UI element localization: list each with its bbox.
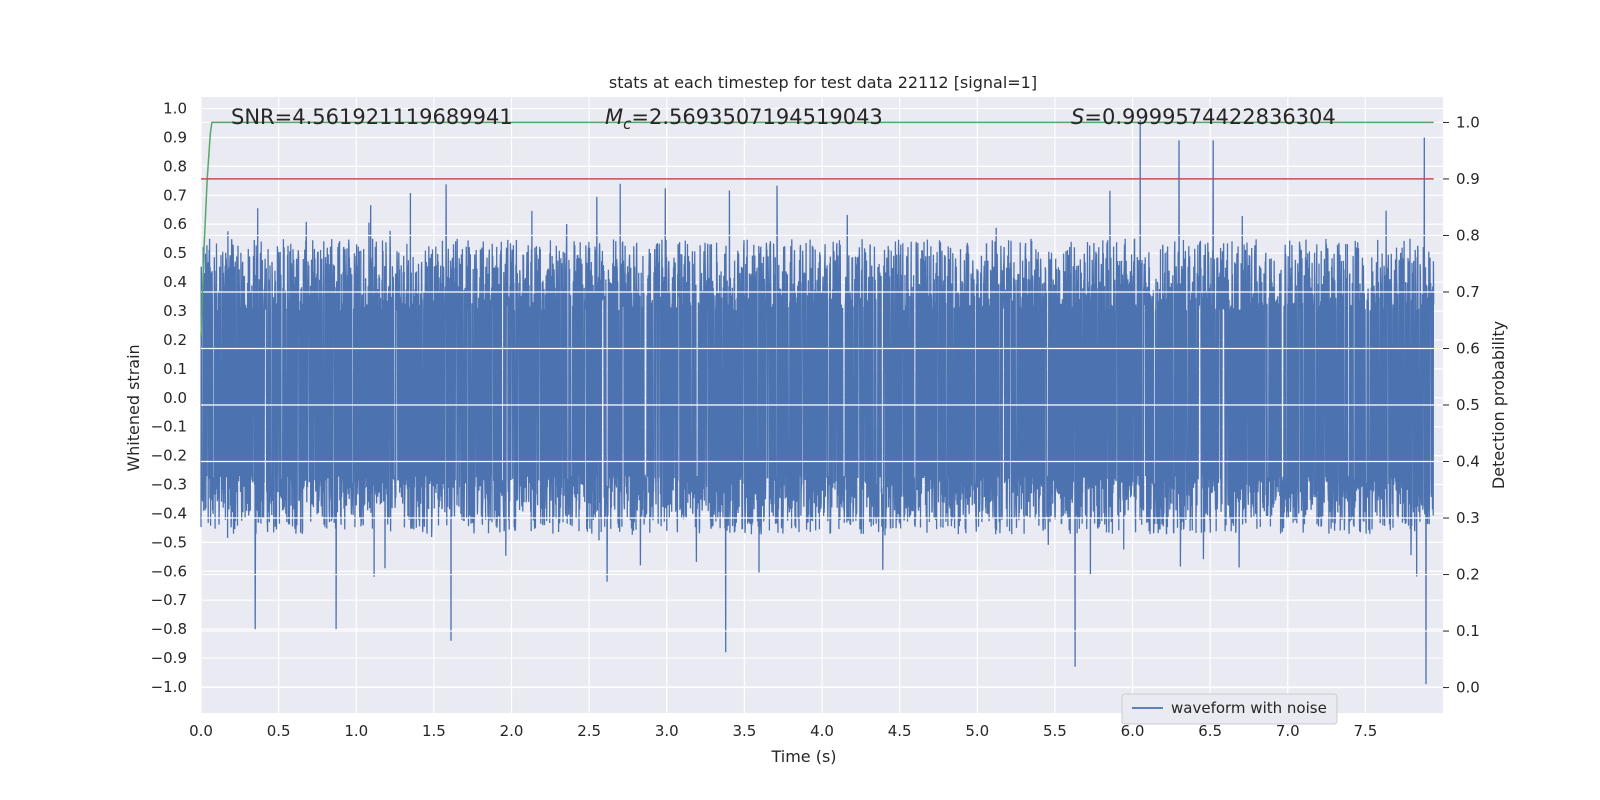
y-tick-label: −0.6 [151, 562, 187, 580]
legend: waveform with noise [1121, 693, 1338, 725]
x-tick-label: 7.5 [1353, 722, 1377, 740]
y-tick-label: −0.3 [151, 476, 187, 494]
x-ticks: 0.0 0.5 1.0 1.5 2.0 2.5 3.0 3.5 4.0 4.5 5.0 5.5 6.0 6… [189, 722, 1377, 740]
detection-probability-line [200, 121, 1434, 338]
snr-value: 4.561921119689941 [292, 105, 512, 129]
x-tick-label: 2.0 [500, 722, 524, 740]
snr-annotation: SNR=4.561921119689941 [231, 105, 513, 129]
probability-series [200, 121, 1443, 689]
x-tick-label: 7.0 [1276, 722, 1300, 740]
y2-tick-label: 0.6 [1456, 339, 1480, 357]
y2-axis-label: Detection probability [1489, 321, 1508, 489]
y2-tick-label: 1.0 [1456, 113, 1480, 131]
y-tick-label: 0.1 [163, 360, 187, 378]
chart-title: stats at each timestep for test data 221… [609, 73, 1037, 92]
y2-tick-label: 0.8 [1456, 226, 1480, 244]
y-tick-label: 0.9 [163, 128, 187, 146]
y-tick-label: 0.7 [163, 186, 187, 204]
x-tick-label: 3.0 [655, 722, 679, 740]
x-tick-label: 0.5 [267, 722, 291, 740]
x-tick-label: 2.5 [577, 722, 601, 740]
x-tick-label: 4.5 [888, 722, 912, 740]
chirp-mass-annotation: Mc=2.5693507194519043 [605, 105, 883, 133]
y-tick-label: 0.3 [163, 302, 187, 320]
y-tick-label: 0.2 [163, 331, 187, 349]
snr-label: SNR [231, 105, 275, 129]
y-tick-label: −0.7 [151, 591, 187, 609]
s-value: 0.9999574422836304 [1102, 105, 1336, 129]
y-tick-label: −0.8 [151, 620, 187, 638]
y-tick-label: −0.1 [151, 418, 187, 436]
y2-tick-label: 0.4 [1456, 453, 1480, 471]
y-tick-label: −0.9 [151, 649, 187, 667]
x-axis-label: Time (s) [770, 747, 836, 766]
x-tick-label: 4.0 [810, 722, 834, 740]
chirp-mass-value: 2.5693507194519043 [649, 105, 883, 129]
chirp-mass-label: M [605, 105, 623, 129]
waveform-series [200, 120, 1435, 685]
y2-tick-label: 0.1 [1456, 622, 1480, 640]
y-tick-label: −0.5 [151, 533, 187, 551]
y-tick-label: 0.4 [163, 273, 187, 291]
y-tick-label: 0.8 [163, 157, 187, 175]
legend-label: waveform with noise [1171, 699, 1327, 717]
y2-tick-label: 0.0 [1456, 679, 1480, 697]
y2-tick-label: 0.7 [1456, 283, 1480, 301]
x-tick-label: 6.5 [1198, 722, 1222, 740]
y-tick-label: −0.4 [151, 504, 187, 522]
y-tick-label: 1.0 [163, 100, 187, 118]
y-tick-label: 0.6 [163, 215, 187, 233]
x-tick-label: 3.5 [732, 722, 756, 740]
y2-tick-label: 0.9 [1456, 170, 1480, 188]
y2-tick-label: 0.2 [1456, 566, 1480, 584]
waveform-line [200, 120, 1435, 685]
x-tick-label: 1.5 [422, 722, 446, 740]
x-tick-label: 5.5 [1043, 722, 1067, 740]
y2-tick-label: 0.3 [1456, 509, 1480, 527]
y-ticks: 1.0 0.9 0.8 0.7 0.6 0.5 0.4 0.3 0.2 0.1 0.0 −0.1 −0.… [151, 100, 187, 696]
x-tick-label: 0.0 [189, 722, 213, 740]
x-tick-label: 5.0 [965, 722, 989, 740]
s-label: S [1071, 105, 1084, 129]
x-tick-label: 1.0 [344, 722, 368, 740]
y-tick-label: 0.0 [163, 389, 187, 407]
s-annotation: S=0.9999574422836304 [1071, 105, 1336, 129]
chirp-mass-subscript: c [623, 115, 632, 133]
y-tick-label: −1.0 [151, 678, 187, 696]
x-tick-label: 6.0 [1121, 722, 1145, 740]
y2-ticks: 1.0 0.9 0.8 0.7 0.6 0.5 0.4 0.3 0.2 0.1 0.0 [1443, 113, 1480, 697]
y-tick-label: −0.2 [151, 447, 187, 465]
y2-tick-label: 0.5 [1456, 396, 1480, 414]
y-tick-label: 0.5 [163, 244, 187, 262]
y-axis-label: Whitened strain [124, 344, 143, 471]
